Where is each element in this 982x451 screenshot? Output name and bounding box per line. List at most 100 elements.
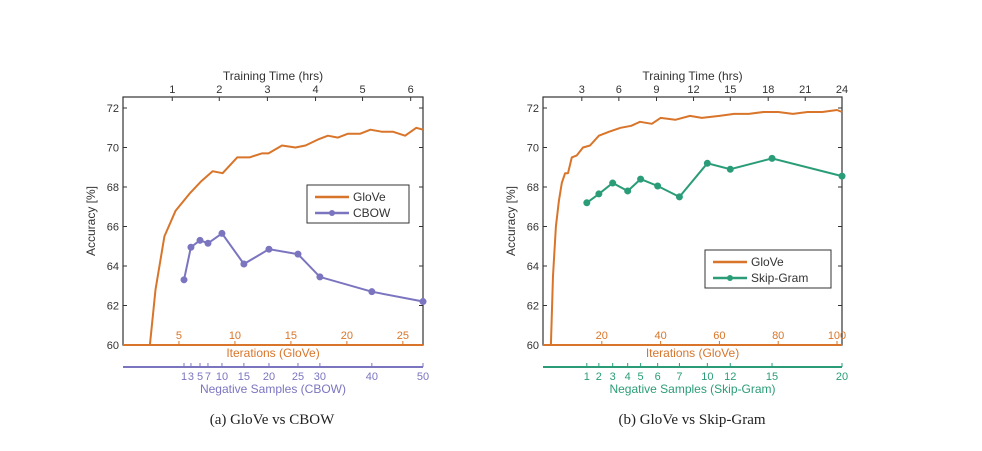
y-tick-label: 70 [107, 143, 119, 155]
secondary-tick-label: 50 [417, 371, 429, 383]
legend-marker-secondary [727, 275, 733, 281]
top-tick-label: 4 [312, 84, 318, 96]
legend-box [704, 249, 832, 289]
bottom-tick-label: 10 [229, 330, 241, 342]
y-tick-label: 62 [107, 301, 119, 313]
bottom-tick-label: 5 [176, 330, 182, 342]
y-tick-label: 72 [107, 103, 119, 115]
secondary-tick-label: 4 [625, 371, 631, 383]
top-tick-label: 6 [408, 84, 414, 96]
data-point-skip-gram [624, 187, 632, 195]
top-axis-label: Training Time (hrs) [642, 69, 742, 83]
data-point-skip-gram [609, 179, 617, 187]
data-point-skip-gram [838, 172, 846, 180]
top-axis-label: Training Time (hrs) [223, 69, 323, 83]
secondary-tick-label: 2 [596, 371, 602, 383]
bottom-tick-label: 80 [772, 330, 784, 342]
secondary-tick-label: 5 [197, 371, 203, 383]
data-point-skip-gram [675, 193, 683, 201]
secondary-tick-label: 1 [584, 371, 590, 383]
top-tick-label: 5 [359, 84, 365, 96]
legend-label-glove: GloVe [751, 255, 784, 269]
y-tick-label: 64 [527, 261, 539, 273]
top-tick-label: 12 [687, 84, 699, 96]
bottom-tick-label: 40 [654, 330, 666, 342]
data-point-cbow [294, 250, 302, 258]
y-tick-label: 72 [527, 103, 539, 115]
secondary-tick-label: 25 [292, 371, 304, 383]
top-tick-label: 6 [616, 84, 622, 96]
data-point-cbow [240, 260, 248, 268]
secondary-tick-label: 10 [701, 371, 713, 383]
secondary-tick-label: 40 [366, 371, 378, 383]
bottom-tick-label: 60 [713, 330, 725, 342]
panel-glove-vs-cbow: 60 62 64 66 68 70 72 Accuracy [%] 1 2 3 4 5 6 Training… [84, 69, 429, 428]
secondary-tick-label: 7 [205, 371, 211, 383]
secondary-tick-label: 7 [676, 371, 682, 383]
top-tick-label: 3 [579, 84, 585, 96]
secondary-tick-label: 5 [638, 371, 644, 383]
secondary-tick-label: 12 [724, 371, 736, 383]
top-tick-label: 1 [169, 84, 175, 96]
legend-marker-secondary [329, 210, 335, 216]
plot-frame [542, 96, 843, 346]
secondary-tick-label: 6 [655, 371, 661, 383]
y-tick-label: 60 [107, 340, 119, 352]
legend-label-glove: GloVe [353, 190, 386, 204]
data-point-skip-gram [726, 165, 734, 173]
y-tick-label: 66 [527, 222, 539, 234]
y-axis-label: Accuracy [%] [504, 186, 518, 256]
legend-box [306, 184, 410, 224]
bottom-tick-label: 25 [397, 330, 409, 342]
y-tick-label: 66 [107, 222, 119, 234]
bottom-tick-label: 20 [341, 330, 353, 342]
secondary-axis-label: Negative Samples (Skip-Gram) [609, 382, 775, 396]
series-line-cbow [183, 232, 424, 303]
data-point-cbow [196, 236, 204, 244]
data-point-cbow [204, 239, 212, 247]
y-tick-label: 62 [527, 301, 539, 313]
data-point-skip-gram [768, 154, 776, 162]
secondary-tick-label: 10 [216, 371, 228, 383]
data-point-skip-gram [654, 182, 662, 190]
data-point-cbow [187, 243, 195, 251]
secondary-tick-label: 1 [181, 371, 187, 383]
top-tick-label: 24 [836, 84, 848, 96]
y-tick-label: 68 [527, 182, 539, 194]
data-point-skip-gram [637, 175, 645, 183]
data-point-cbow [368, 288, 376, 296]
data-point-cbow [180, 276, 188, 284]
data-point-cbow [316, 273, 324, 281]
top-tick-label: 15 [724, 84, 736, 96]
figure-caption: (b) GloVe vs Skip-Gram [618, 412, 765, 428]
y-tick-label: 70 [527, 143, 539, 155]
top-tick-label: 18 [762, 84, 774, 96]
series-line-skip-gram [586, 157, 843, 204]
y-tick-label: 68 [107, 182, 119, 194]
series-line-glove [123, 126, 424, 346]
legend-label-secondary: Skip-Gram [751, 271, 808, 285]
top-tick-label: 2 [216, 84, 222, 96]
top-tick-label: 9 [653, 84, 659, 96]
data-point-skip-gram [703, 159, 711, 167]
secondary-tick-label: 20 [263, 371, 275, 383]
data-point-skip-gram [595, 190, 603, 198]
data-point-cbow [265, 245, 273, 253]
bottom-axis-label: Iterations (GloVe) [646, 346, 739, 360]
top-tick-label: 21 [799, 84, 811, 96]
bottom-tick-label: 20 [596, 330, 608, 342]
y-tick-label: 60 [527, 340, 539, 352]
bottom-tick-label: 100 [828, 330, 846, 342]
bottom-axis-label: Iterations (GloVe) [226, 346, 319, 360]
secondary-tick-label: 3 [188, 371, 194, 383]
secondary-tick-label: 20 [836, 371, 848, 383]
y-tick-label: 64 [107, 261, 119, 273]
data-point-cbow [419, 298, 427, 306]
secondary-tick-label: 15 [238, 371, 250, 383]
secondary-tick-label: 3 [610, 371, 616, 383]
series-line-glove [543, 109, 843, 346]
top-tick-label: 3 [264, 84, 270, 96]
secondary-tick-label: 15 [766, 371, 778, 383]
